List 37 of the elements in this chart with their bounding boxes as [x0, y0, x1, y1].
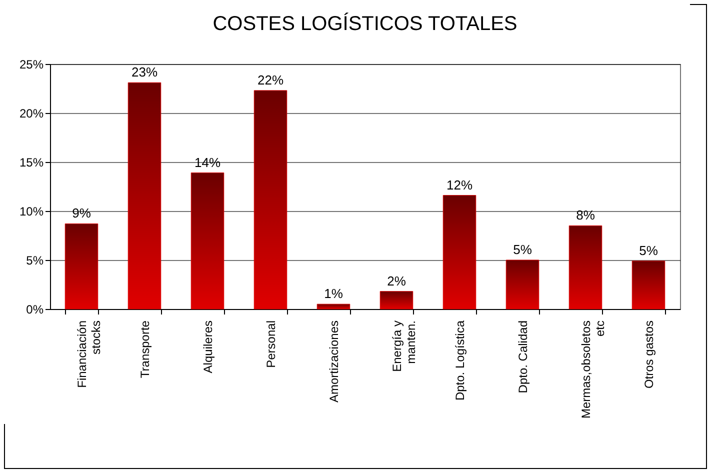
- x-tick-label: Energía y manten.: [390, 320, 418, 372]
- data-label: 22%: [257, 72, 284, 88]
- bar: [506, 260, 540, 310]
- x-tick-label: Personal: [264, 320, 278, 368]
- y-tick-label: 0%: [26, 302, 44, 316]
- x-tick-label: Financiación stocks: [75, 320, 103, 388]
- bar: [442, 195, 476, 310]
- bar: [568, 225, 602, 310]
- x-tick-label: Dpto. Logística: [453, 320, 467, 401]
- y-tick-label: 20%: [19, 106, 44, 120]
- x-tick-label: Mermas,obsoletos etc: [579, 320, 607, 419]
- x-tick-label: Dpto. Calidad: [516, 320, 530, 394]
- x-tick-label: Otros gastos: [642, 320, 656, 389]
- y-tick-label: 25%: [19, 58, 44, 72]
- bar: [316, 304, 350, 310]
- x-tick-label: Alquileres: [201, 320, 215, 374]
- data-label: 1%: [324, 286, 344, 302]
- data-label: 5%: [513, 242, 532, 257]
- bar: [190, 172, 224, 310]
- data-label: 2%: [387, 273, 406, 288]
- data-label: 23%: [131, 64, 158, 80]
- x-tick-label: Amortizaciones: [327, 320, 341, 403]
- data-label: 9%: [72, 206, 92, 221]
- bar: [632, 260, 666, 310]
- y-tick-label: 15%: [19, 156, 44, 170]
- bar: [254, 90, 288, 310]
- bar: [380, 291, 414, 310]
- bar: [64, 223, 98, 310]
- data-label: 8%: [576, 208, 596, 223]
- x-tick-label: Transporte: [138, 320, 152, 378]
- data-label: 12%: [446, 177, 473, 192]
- bar: [128, 82, 162, 310]
- chart-title: COSTES LOGÍSTICOS TOTALES: [212, 12, 518, 35]
- y-tick-label: 10%: [19, 204, 44, 218]
- data-label: 5%: [639, 242, 658, 258]
- y-tick-label: 5%: [26, 254, 44, 268]
- data-label: 14%: [194, 154, 221, 170]
